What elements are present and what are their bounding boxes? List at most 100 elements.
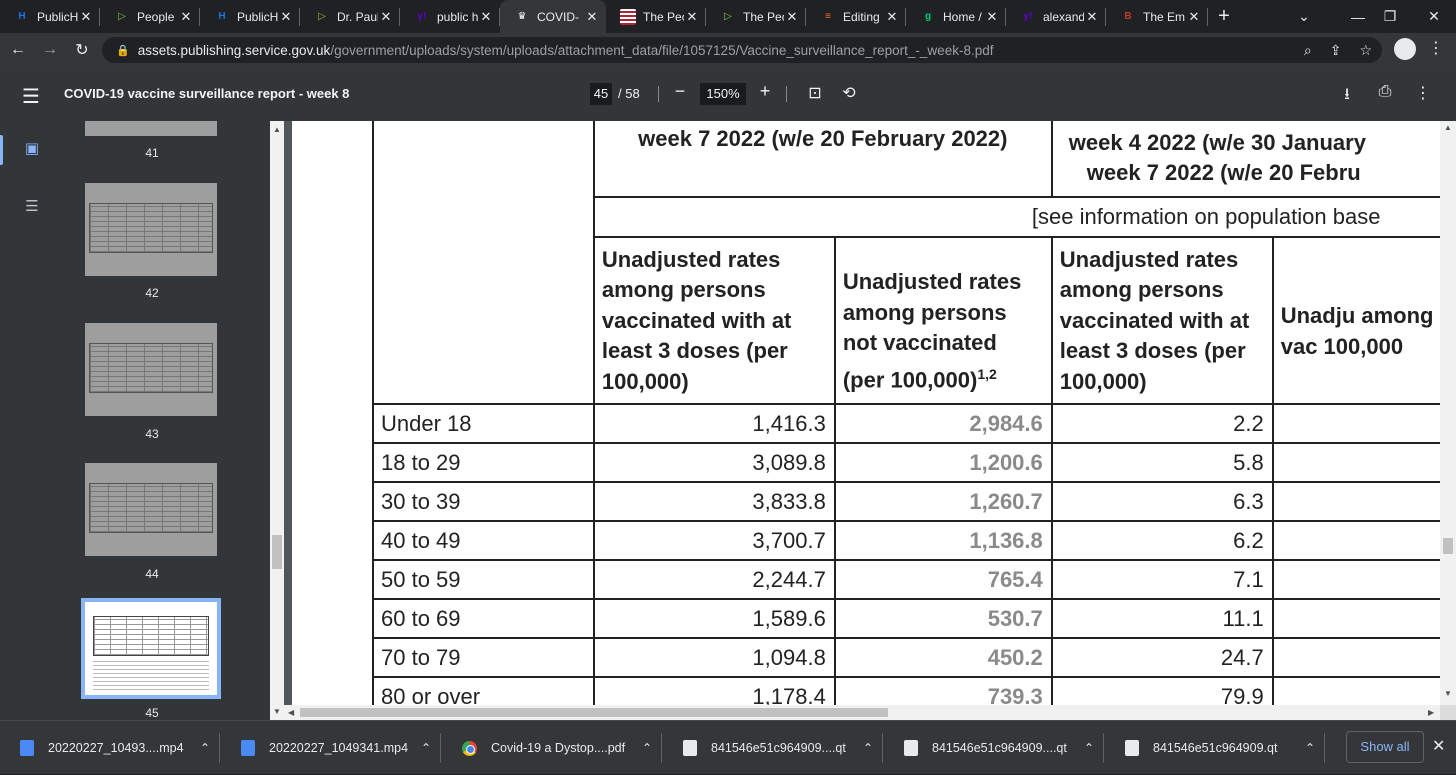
- page-thumbnail[interactable]: [85, 463, 217, 556]
- tab-close-icon[interactable]: ✕: [80, 8, 92, 24]
- download-item[interactable]: 841546e51c964909....qt ⌃: [884, 721, 1104, 775]
- tab-title: Editing: [843, 9, 880, 24]
- scroll-right-arrow[interactable]: ▶: [1428, 708, 1435, 717]
- page-thumbnail[interactable]: [85, 183, 217, 276]
- viewer-horizontal-scrollbar[interactable]: ◀ ▶: [284, 705, 1440, 720]
- reload-icon[interactable]: ↻: [75, 42, 89, 59]
- scrollbar-thumb[interactable]: [272, 535, 282, 569]
- viewer-vertical-scrollbar[interactable]: ▲ ▼: [1440, 121, 1456, 705]
- sidebar-scrollbar[interactable]: ▲ ▼: [270, 121, 284, 720]
- browser-tab[interactable]: y! public h ✕: [400, 0, 500, 33]
- scrollbar-thumb[interactable]: [300, 708, 888, 717]
- pdf-toolbar: ☰ COVID-19 vaccine surveillance report -…: [0, 67, 1456, 121]
- age-group-cell: 60 to 69: [372, 598, 595, 639]
- chevron-up-icon[interactable]: ⌃: [420, 741, 432, 755]
- fit-page-icon[interactable]: ⊡: [808, 85, 822, 102]
- scroll-down-arrow[interactable]: ▼: [1444, 689, 1452, 698]
- vaccinated-rate-cell: 1,416.3: [592, 403, 836, 444]
- close-downloads-icon[interactable]: ✕: [1432, 738, 1446, 755]
- zoom-level-input[interactable]: 150%: [700, 83, 746, 105]
- back-icon[interactable]: ←: [10, 41, 26, 58]
- page-thumbnail-selected[interactable]: [81, 598, 221, 699]
- tab-close-icon[interactable]: ✕: [1086, 8, 1098, 24]
- scroll-down-arrow[interactable]: ▼: [273, 707, 281, 716]
- age-group-cell: 70 to 79: [372, 637, 595, 678]
- page-number-input[interactable]: 45: [590, 83, 612, 105]
- browser-tab[interactable]: B The Em ✕: [1106, 0, 1208, 33]
- table-row: 18 to 29 3,089.8 1,200.6 5.8: [372, 442, 1440, 483]
- browser-toolbar: ← → ↻ 🔒 assets.publishing.service.gov.uk…: [0, 33, 1456, 67]
- tab-close-icon[interactable]: ✕: [280, 8, 292, 24]
- browser-tab[interactable]: ♛ COVID- ✕: [500, 0, 606, 33]
- rumble-icon: ▷: [318, 11, 326, 22]
- browser-tab[interactable]: ≡ Editing ✕: [806, 0, 906, 33]
- download-item[interactable]: Covid-19 a Dystop....pdf ⌃: [442, 721, 662, 775]
- thumbnail-page-number: 43: [145, 427, 159, 441]
- tab-close-icon[interactable]: ✕: [586, 8, 598, 24]
- tab-close-icon[interactable]: ✕: [380, 8, 392, 24]
- chevron-up-icon[interactable]: ⌃: [862, 741, 874, 755]
- more-actions-icon[interactable]: ⋮: [1415, 85, 1431, 102]
- zoom-out-button[interactable]: −: [674, 81, 686, 101]
- forward-icon[interactable]: →: [42, 41, 58, 58]
- url-path: /government/uploads/system/uploads/attac…: [330, 42, 994, 58]
- tab-close-icon[interactable]: ✕: [480, 8, 492, 24]
- pdf-viewer: week 7 2022 (w/e 20 February 2022) week …: [284, 121, 1440, 705]
- share-icon[interactable]: ⇪: [1329, 41, 1342, 58]
- browser-tab[interactable]: y! alexand ✕: [1006, 0, 1106, 33]
- tab-list: H PublicH ✕ ▷ People ✕ H PublicH ✕ ▷ Dr. Paul ✕ y! pu…: [0, 0, 1208, 33]
- browser-tab[interactable]: The Peo ✕: [606, 0, 706, 33]
- show-all-button[interactable]: Show all: [1346, 731, 1424, 763]
- vaccinated-rate-cell: 1,094.8: [592, 637, 836, 678]
- thumbnails-view-icon[interactable]: ▣: [24, 140, 40, 157]
- outline-view-icon[interactable]: ☰: [25, 198, 39, 215]
- tab-close-icon[interactable]: ✕: [986, 8, 998, 24]
- profile-avatar[interactable]: [1394, 38, 1416, 60]
- print-icon[interactable]: ⎙: [1378, 83, 1392, 100]
- col-header-not-vaccinated-b: Unadju among not vac 100,000: [1271, 236, 1440, 405]
- minimize-icon[interactable]: —: [1351, 8, 1365, 25]
- table-row: 30 to 39 3,833.8 1,260.7 6.3: [372, 481, 1440, 522]
- address-bar[interactable]: 🔒 assets.publishing.service.gov.uk/gover…: [102, 37, 1382, 63]
- browser-tab[interactable]: ▷ People ✕: [100, 0, 200, 33]
- cut-off-cell: [1271, 676, 1440, 705]
- close-window-icon[interactable]: ✕: [1428, 8, 1440, 24]
- chevron-up-icon[interactable]: ⌃: [1083, 741, 1095, 755]
- tab-close-icon[interactable]: ✕: [686, 8, 698, 24]
- browser-tab[interactable]: H PublicH ✕: [200, 0, 300, 33]
- hamburger-menu-icon[interactable]: ☰: [22, 86, 40, 108]
- tab-close-icon[interactable]: ✕: [886, 8, 898, 24]
- chevron-up-icon[interactable]: ⌃: [641, 741, 653, 755]
- page-thumbnail[interactable]: [85, 121, 217, 136]
- zoom-in-button[interactable]: +: [759, 81, 771, 101]
- browser-tab[interactable]: H PublicH ✕: [0, 0, 100, 33]
- table-row: 70 to 79 1,094.8 450.2 24.7: [372, 637, 1440, 678]
- chevron-up-icon[interactable]: ⌃: [1304, 741, 1316, 755]
- download-item[interactable]: 841546e51c964909....qt ⌃: [663, 721, 883, 775]
- new-tab-button[interactable]: +: [1218, 5, 1230, 27]
- download-item[interactable]: 20220227_1049341.mp4 ⌃: [221, 721, 441, 775]
- bookmark-star-icon[interactable]: ☆: [1359, 41, 1372, 58]
- vaccinated-rate-cell: 3,089.8: [592, 442, 836, 483]
- chevron-up-icon[interactable]: ⌃: [199, 741, 211, 755]
- browser-tab[interactable]: ▷ The Peo ✕: [706, 0, 806, 33]
- zoom-icon[interactable]: ⌕: [1303, 41, 1312, 58]
- page-thumbnail[interactable]: [85, 323, 217, 416]
- thumbnail-page-number: 41: [145, 146, 159, 160]
- scroll-left-arrow[interactable]: ◀: [288, 708, 295, 717]
- browser-tab[interactable]: ▷ Dr. Paul ✕: [300, 0, 400, 33]
- download-item[interactable]: 841546e51c964909.qt ⌃: [1105, 721, 1325, 775]
- tab-close-icon[interactable]: ✕: [786, 8, 798, 24]
- rotate-icon[interactable]: ⟲: [842, 85, 856, 102]
- scroll-up-arrow[interactable]: ▲: [273, 125, 281, 134]
- tab-search-icon[interactable]: ⌄: [1298, 8, 1310, 24]
- restore-icon[interactable]: ❐: [1383, 8, 1397, 24]
- browser-menu-icon[interactable]: ⋮: [1428, 40, 1444, 57]
- download-item[interactable]: 20220227_10493....mp4 ⌃: [0, 721, 220, 775]
- browser-tab[interactable]: g Home / ✕: [906, 0, 1006, 33]
- scrollbar-thumb[interactable]: [1443, 538, 1453, 554]
- download-icon[interactable]: ⭳: [1344, 86, 1350, 103]
- scroll-up-arrow[interactable]: ▲: [1444, 123, 1452, 132]
- tab-close-icon[interactable]: ✕: [180, 8, 192, 24]
- tab-close-icon[interactable]: ✕: [1188, 8, 1200, 24]
